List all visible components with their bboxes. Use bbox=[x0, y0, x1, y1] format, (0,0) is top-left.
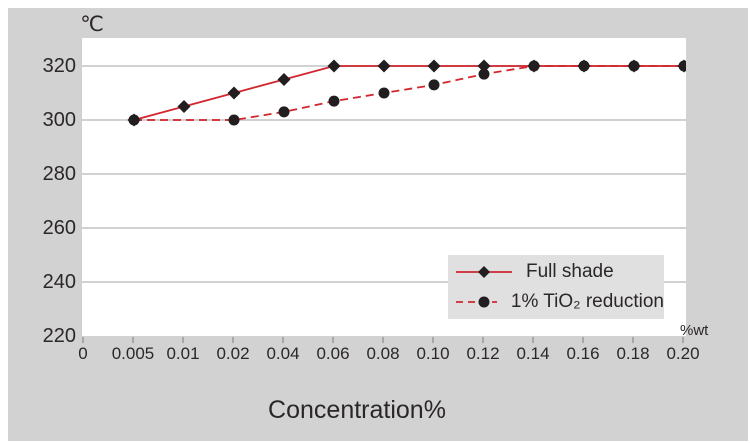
legend-marker-diamond bbox=[478, 266, 490, 279]
data-point-marker-circle bbox=[428, 79, 440, 91]
data-point-marker-circle bbox=[678, 60, 686, 72]
data-point-marker-diamond bbox=[277, 72, 291, 86]
data-point-marker-circle bbox=[378, 87, 390, 99]
data-point-marker-diamond bbox=[177, 99, 191, 113]
plot-canvas bbox=[82, 59, 686, 283]
legend-sample-diamond bbox=[456, 266, 512, 279]
legend-item: 1% TiO₂ reduction bbox=[456, 290, 664, 314]
legend-sample-circle bbox=[456, 296, 497, 308]
legend-label: Full shade bbox=[526, 261, 614, 283]
y-axis-unit-label: ℃ bbox=[80, 13, 104, 36]
legend-item: Full shade bbox=[456, 260, 664, 284]
series-line-diamond bbox=[133, 65, 684, 121]
data-point-marker-circle bbox=[128, 114, 140, 126]
data-point-marker-circle bbox=[328, 95, 340, 107]
data-point-marker-diamond bbox=[477, 59, 491, 73]
data-point-marker-circle bbox=[578, 60, 590, 72]
legend-label: 1% TiO₂ reduction bbox=[510, 290, 664, 312]
data-point-marker-circle bbox=[278, 106, 290, 118]
data-point-marker-circle bbox=[628, 60, 640, 72]
data-point-marker-circle bbox=[528, 60, 540, 72]
plot-area bbox=[81, 38, 686, 336]
data-point-marker-circle bbox=[478, 68, 490, 80]
data-point-marker-diamond bbox=[327, 59, 341, 73]
x-axis-unit-label: %wt bbox=[680, 322, 709, 339]
x-axis-title: Concentration% bbox=[268, 396, 446, 424]
legend: Full shade 1% TiO₂ reduction bbox=[448, 255, 664, 319]
series-line-circle bbox=[134, 65, 684, 121]
data-point-marker-diamond bbox=[427, 59, 441, 73]
data-point-marker-circle bbox=[228, 114, 240, 126]
data-point-marker-diamond bbox=[227, 86, 241, 100]
legend-marker-circle bbox=[478, 296, 490, 308]
data-point-marker-diamond bbox=[377, 59, 391, 73]
